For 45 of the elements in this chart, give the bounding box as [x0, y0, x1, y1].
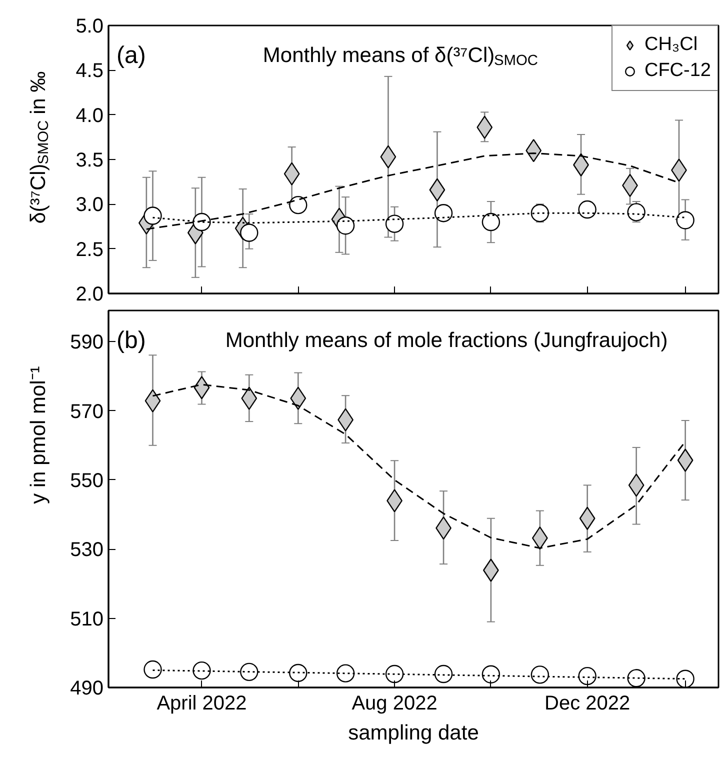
point — [284, 162, 300, 186]
y-tick-label: 3.5 — [76, 150, 104, 172]
y-tick-label: 510 — [70, 608, 104, 630]
point — [192, 212, 211, 232]
point — [194, 376, 210, 400]
y-axis-title: y in pmol mol⁻¹ — [27, 366, 50, 504]
annotation: (b) — [116, 327, 146, 354]
legend-label: CFC-12 — [644, 60, 711, 82]
y-axis-title: δ(³⁷Cl)SMOC in ‰ — [27, 71, 52, 224]
point — [240, 224, 258, 242]
x-tick-label: Aug 2022 — [352, 692, 438, 714]
point — [530, 204, 550, 222]
legend-label: CH₃Cl — [644, 34, 698, 56]
y-tick-label: 590 — [70, 332, 104, 354]
point — [336, 216, 355, 235]
point — [677, 448, 694, 472]
x-tick-label: April 2022 — [156, 692, 247, 714]
y-tick-label: 570 — [70, 400, 104, 423]
y-tick-label: 2.5 — [76, 238, 104, 261]
point — [380, 145, 396, 168]
point — [676, 211, 694, 230]
y-tick-label: 5.0 — [76, 16, 104, 38]
point — [144, 389, 161, 412]
point — [385, 214, 404, 233]
point — [290, 386, 306, 410]
point — [579, 506, 596, 530]
point — [628, 474, 644, 497]
y-tick-label: 2.0 — [76, 284, 104, 306]
annotation: (a) — [116, 42, 146, 69]
point — [627, 203, 646, 222]
x-tick-label: Dec 2022 — [544, 692, 630, 714]
y-tick-label: 490 — [70, 678, 104, 700]
y-tick-label: 530 — [70, 539, 104, 562]
y-tick-label: 4.0 — [76, 104, 104, 127]
point — [429, 178, 446, 202]
point — [241, 386, 258, 410]
y-tick-label: 4.5 — [76, 60, 104, 82]
y-tick-label: 3.0 — [76, 194, 104, 216]
point — [144, 206, 162, 225]
point — [434, 204, 453, 222]
x-axis-title: sampling date — [348, 722, 479, 744]
point — [482, 212, 500, 232]
text: Monthly means of mole fractions (Jungfraujoch) — [225, 329, 668, 352]
y-tick-label: 550 — [70, 470, 104, 492]
point — [476, 116, 493, 139]
